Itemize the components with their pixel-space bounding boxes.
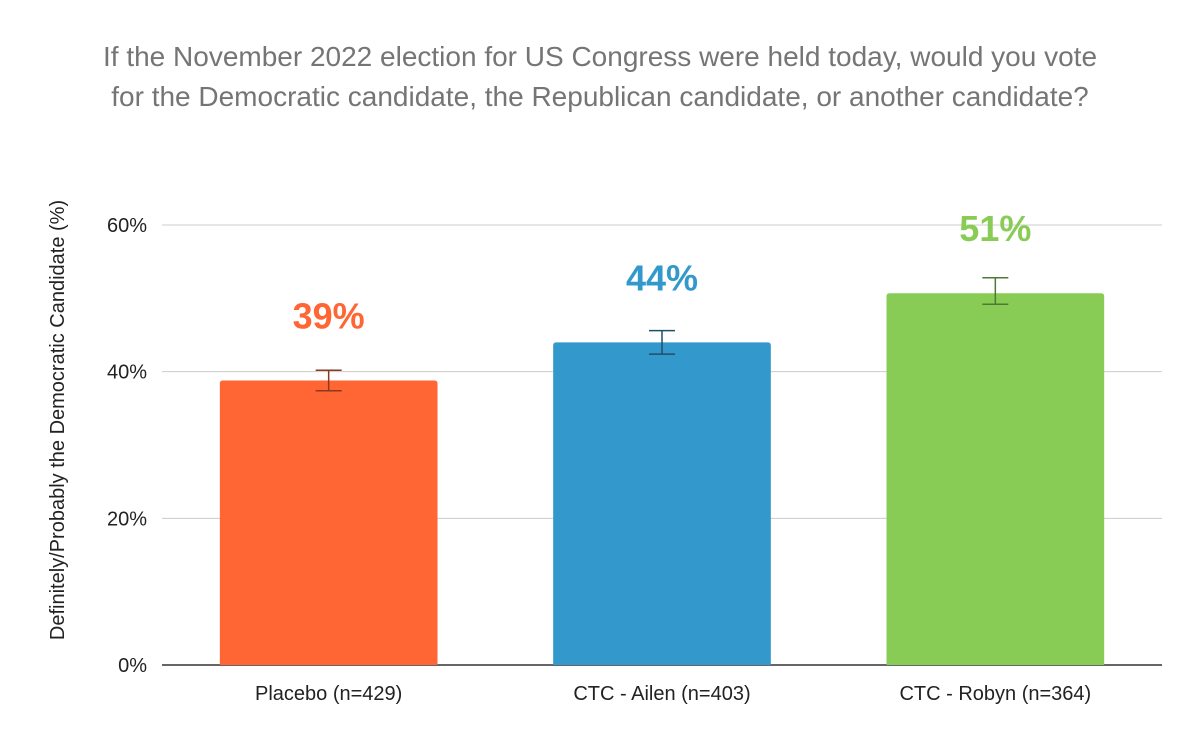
- data-label: 39%: [293, 295, 365, 336]
- y-axis-ticks: 0% 20% 40% 60%: [107, 215, 147, 677]
- data-labels: 39% 44% 51%: [293, 208, 1032, 336]
- chart-title-line-1: If the November 2022 election for US Con…: [103, 41, 1097, 72]
- chart-title-line-2: for the Democratic candidate, the Republ…: [111, 81, 1089, 112]
- x-category-label: CTC - Robyn (n=364): [899, 683, 1091, 705]
- bar: [219, 380, 438, 665]
- y-tick-label: 20%: [107, 508, 147, 530]
- y-axis-label: Definitely/Probably the Democratic Candi…: [47, 200, 69, 640]
- y-tick-label: 0%: [118, 655, 147, 677]
- bars: [219, 293, 1105, 665]
- y-tick-label: 40%: [107, 362, 147, 384]
- error-bars: [315, 277, 1009, 392]
- data-label: 51%: [959, 208, 1031, 249]
- x-axis-categories: Placebo (n=429) CTC - Ailen (n=403) CTC - …: [255, 683, 1091, 705]
- x-category-label: CTC - Ailen (n=403): [573, 683, 750, 705]
- bar: [886, 293, 1105, 665]
- y-tick-label: 60%: [107, 215, 147, 237]
- bar: [553, 342, 771, 665]
- x-category-label: Placebo (n=429): [255, 683, 402, 705]
- data-label: 44%: [626, 257, 698, 298]
